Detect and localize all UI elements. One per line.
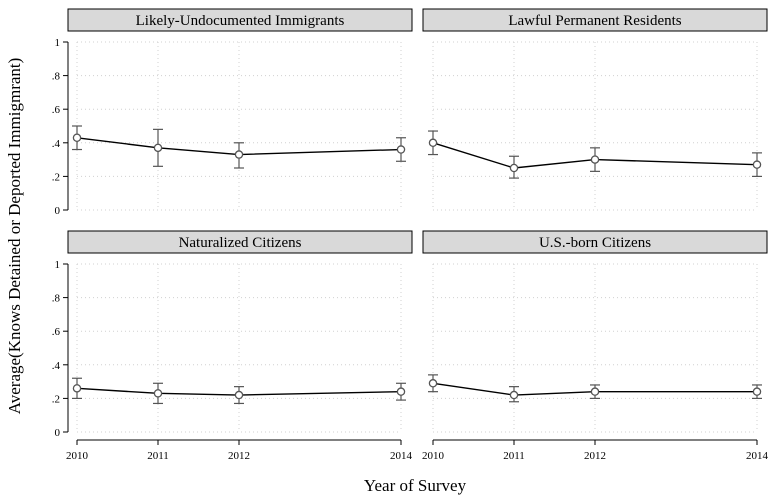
data-point xyxy=(153,389,163,398)
panels: Likely-Undocumented Immigrants 0 .2 .4 .6 .8 1… xyxy=(52,8,769,462)
panel-strip xyxy=(67,230,413,254)
y-tick-label: 0 xyxy=(55,205,61,217)
panel-2: Lawful Permanent Residents xyxy=(422,8,768,211)
panel-1: Likely-Undocumented Immigrants 0 .2 .4 .6 .8 1 xyxy=(52,8,413,217)
y-axis-title: Average(Knows Detained or Deported Immig… xyxy=(5,58,24,415)
series-line xyxy=(76,137,402,156)
data-point xyxy=(428,138,438,148)
x-tick-label: 2012 xyxy=(584,450,606,462)
data-point xyxy=(396,145,406,154)
data-point xyxy=(752,387,762,396)
panel-title: U.S.-born Citizens xyxy=(539,235,651,251)
x-tick-label: 2012 xyxy=(228,450,250,462)
y-tick-label: .4 xyxy=(52,360,61,372)
data-point xyxy=(72,384,82,393)
y-tick-label: 1 xyxy=(55,259,61,271)
data-point xyxy=(234,150,244,159)
y-tick-label: .2 xyxy=(52,171,60,183)
data-point xyxy=(153,143,163,153)
panel-strip xyxy=(422,8,768,32)
x-tick-label: 2011 xyxy=(503,450,525,462)
x-tick-label: 2014 xyxy=(390,450,413,462)
y-tick-label: .6 xyxy=(52,326,61,338)
panel-3: Naturalized Citizens 0 .2 .4 .6 .8 1 2010 2011 20… xyxy=(52,230,413,462)
panel-4: U.S.-born Citizens 2010 2011 2012 2014 xyxy=(422,230,769,462)
data-point xyxy=(428,379,438,388)
y-tick-label: .8 xyxy=(52,71,61,83)
x-axis-title: Year of Survey xyxy=(364,476,467,495)
series-line xyxy=(432,382,757,396)
data-point xyxy=(509,390,519,400)
data-point xyxy=(234,390,244,400)
y-tick-label: 1 xyxy=(55,37,61,49)
data-point xyxy=(509,163,519,173)
data-point xyxy=(590,387,600,396)
series-line xyxy=(76,387,402,396)
x-tick-label: 2010 xyxy=(66,450,89,462)
x-tick-label: 2011 xyxy=(147,450,169,462)
x-tick-label: 2010 xyxy=(422,450,445,462)
y-tick-label: .4 xyxy=(52,138,61,150)
series-line xyxy=(432,142,758,169)
data-point xyxy=(396,387,406,396)
y-tick-label: .8 xyxy=(52,293,61,305)
panel-strip xyxy=(422,230,768,254)
data-point xyxy=(590,155,600,164)
x-tick-label: 2014 xyxy=(746,450,769,462)
panel-title: Naturalized Citizens xyxy=(179,235,302,251)
panel-title: Likely-Undocumented Immigrants xyxy=(136,13,345,29)
y-tick-label: .6 xyxy=(52,104,61,116)
data-point xyxy=(72,133,82,143)
panel-title: Lawful Permanent Residents xyxy=(508,13,681,29)
y-tick-label: .2 xyxy=(52,393,60,405)
y-tick-label: 0 xyxy=(55,427,61,439)
data-point xyxy=(752,160,762,169)
panel-strip xyxy=(67,8,413,32)
